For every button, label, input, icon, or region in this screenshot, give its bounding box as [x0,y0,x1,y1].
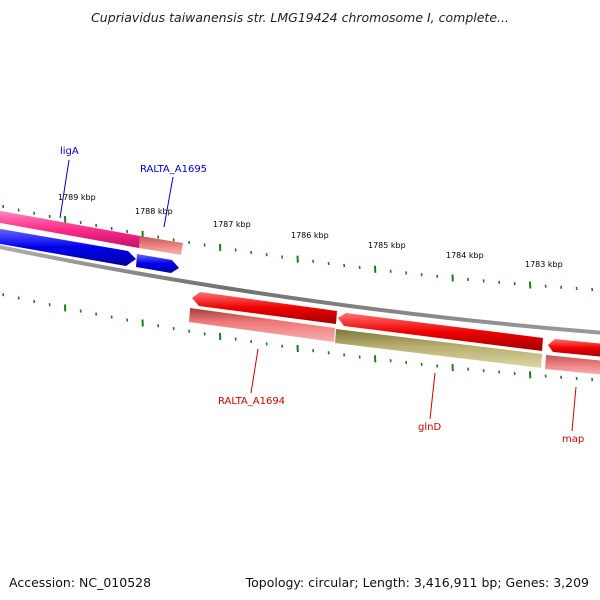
gene-label-ligA[interactable]: ligA [60,146,79,157]
scale-label-1784: 1784 kbp [446,251,484,260]
map-cds-feature[interactable] [545,355,600,375]
ligA-gene-feature[interactable] [0,228,136,266]
gene-label-RALTA_A1695[interactable]: RALTA_A1695 [140,164,207,175]
map-gene-feature[interactable] [548,339,600,357]
glnD-cds-feature[interactable] [335,329,542,368]
accession-text: Accession: NC_010528 [9,575,152,590]
gene-label-glnD[interactable]: glnD [418,422,441,433]
ligA-cds-feature[interactable] [0,210,140,248]
backbone-track [0,244,600,335]
scale-label-1789: 1789 kbp [58,193,96,202]
map-leader-line [571,386,577,432]
glnD-leader-line [429,372,436,420]
glnD-gene-feature[interactable] [338,313,543,351]
ligA-leader-line [59,159,70,219]
map-title: Cupriavidus taiwanensis str. LMG19424 ch… [91,10,509,25]
scale-label-1783: 1783 kbp [525,260,563,269]
RALTA_A1695-gene-feature[interactable] [136,254,179,273]
scale-label-1786: 1786 kbp [291,231,329,240]
RALTA_A1695-leader-line [163,176,174,228]
RALTA_A1695-cds-feature[interactable] [139,236,183,255]
gene-label-map[interactable]: map [562,434,584,445]
RALTA_A1694-leader-line [250,348,259,394]
genome-summary-text: Topology: circular; Length: 3,416,911 bp… [245,575,589,590]
RALTA_A1694-cds-feature[interactable] [189,308,335,342]
RALTA_A1694-gene-feature[interactable] [192,292,337,324]
scale-label-1785: 1785 kbp [368,241,406,250]
scale-label-1788: 1788 kbp [135,207,173,216]
gene-label-RALTA_A1694[interactable]: RALTA_A1694 [218,396,285,407]
inner-tick-row [2,293,594,382]
scale-label-1787: 1787 kbp [213,220,251,229]
